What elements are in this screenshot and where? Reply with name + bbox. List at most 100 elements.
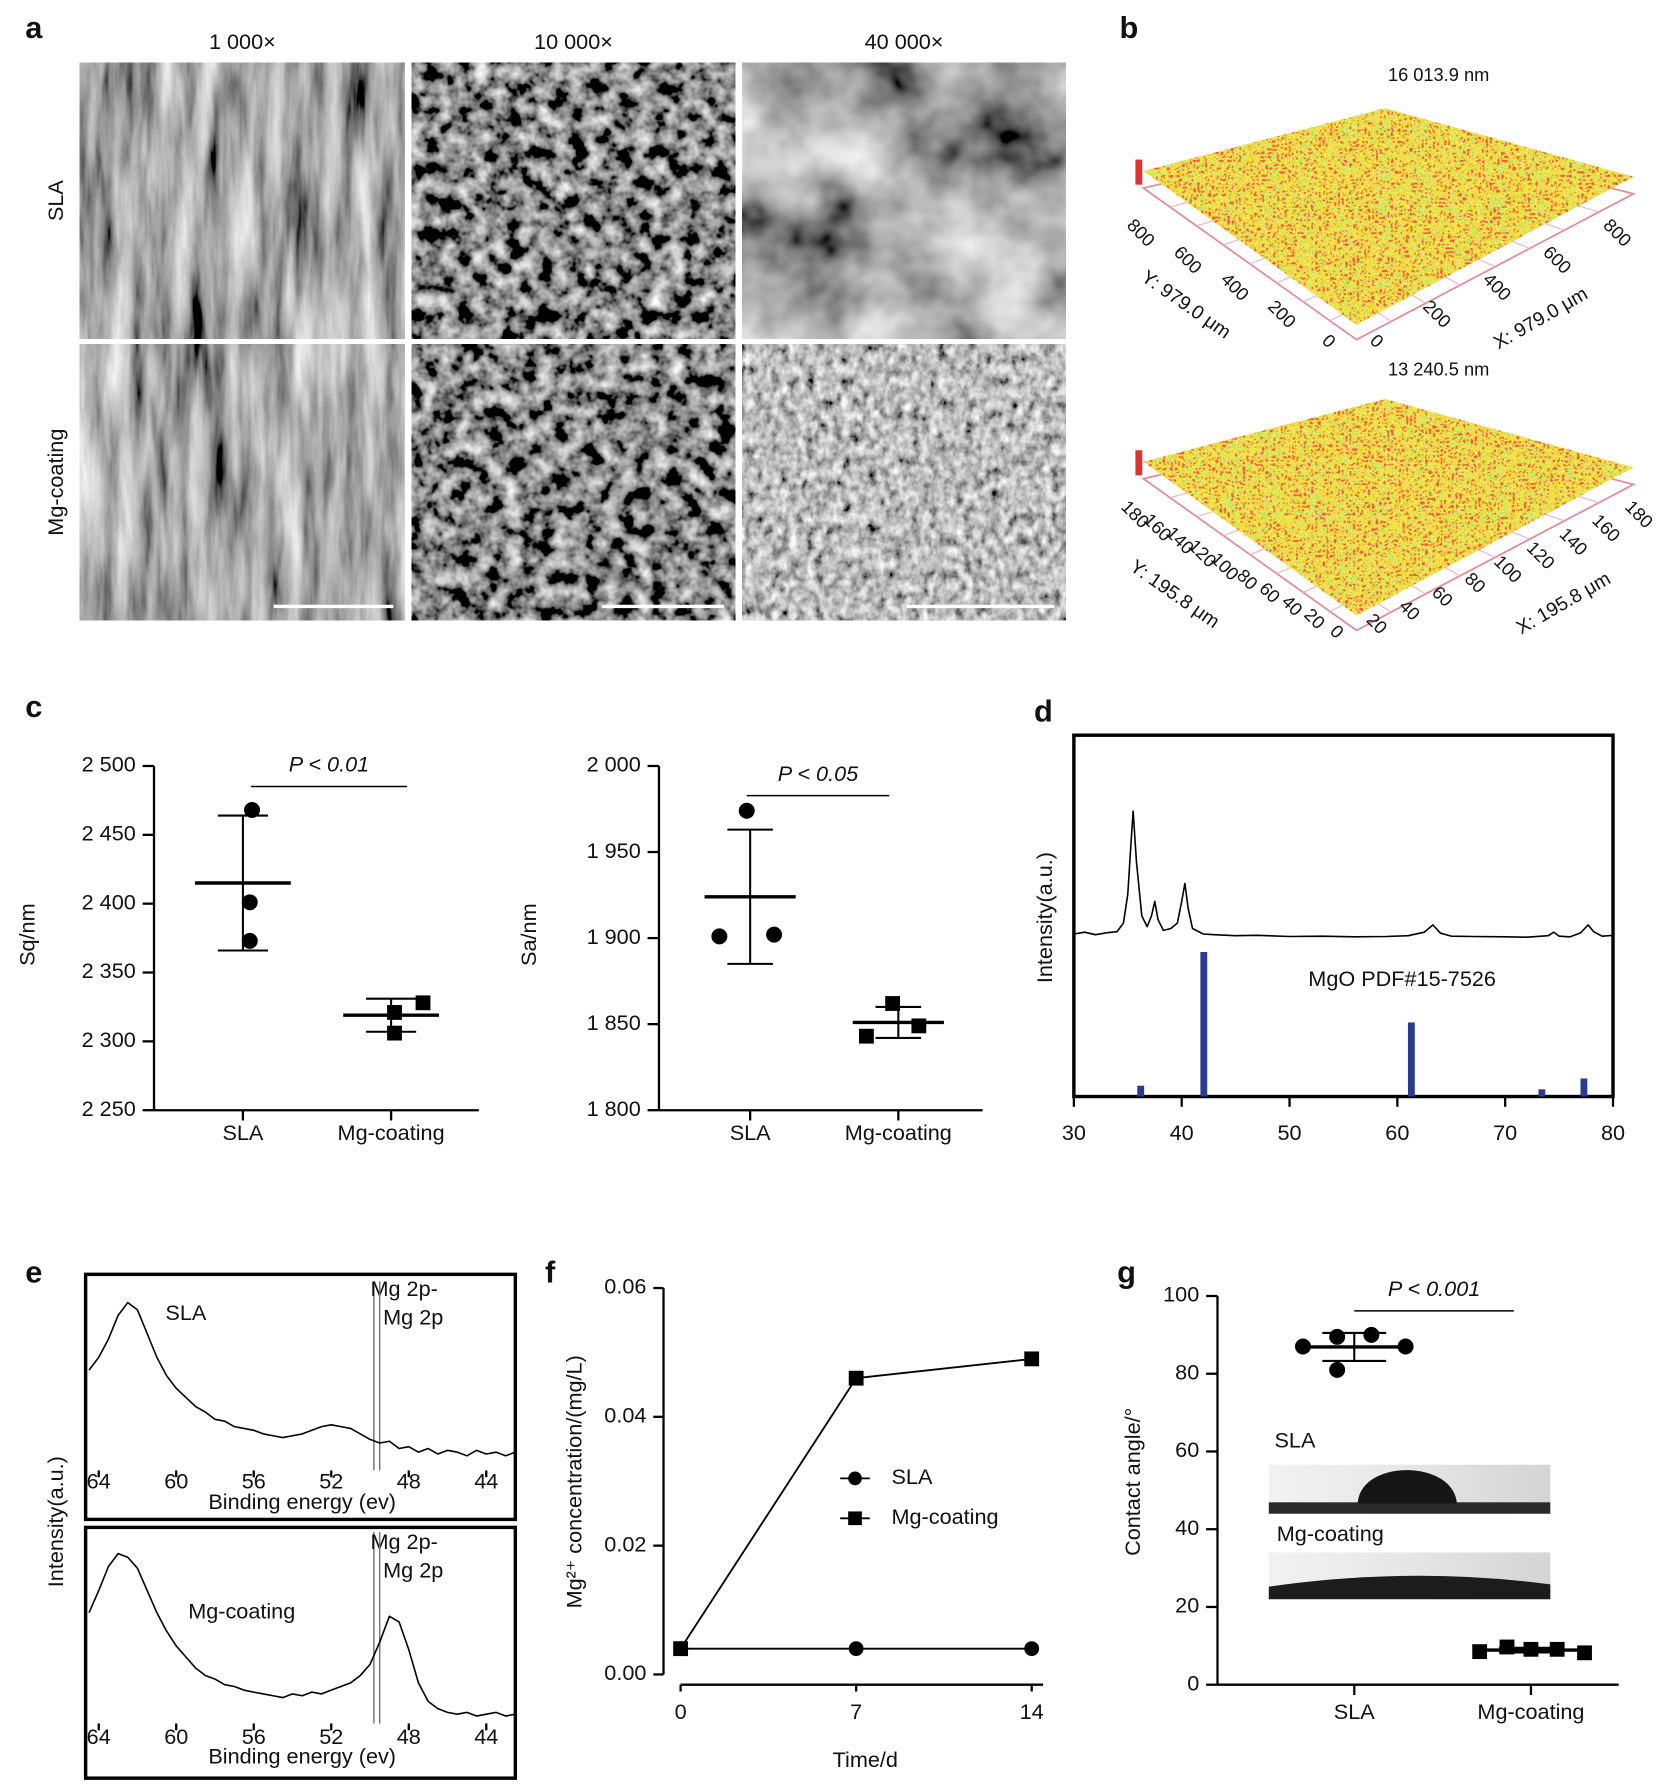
x-tick-label: 44	[474, 1724, 498, 1749]
spectrum-label: SLA	[165, 1300, 206, 1325]
y-tick-label: 0.04	[604, 1403, 646, 1428]
reference-bar	[1137, 1085, 1145, 1097]
error-bar	[875, 1005, 922, 1039]
reference-label: Mg 2p	[383, 1558, 443, 1583]
point	[848, 1370, 864, 1386]
y-tick-label: 2 450	[82, 821, 136, 846]
y-axis-title: Intensity(a.u.)	[43, 1456, 68, 1587]
plot-frame	[83, 1272, 518, 1522]
reference-label: Mg 2p	[383, 1305, 443, 1330]
point	[1329, 1361, 1346, 1378]
x-tick-label: Mg-coating	[338, 1120, 445, 1145]
point	[387, 1025, 402, 1041]
point	[241, 894, 258, 911]
surface-tick-label: 400	[1217, 268, 1253, 304]
spectrum-label: Mg-coating	[188, 1599, 295, 1624]
series-line	[88, 1301, 516, 1457]
point	[673, 1641, 689, 1657]
x-tick-label: 56	[242, 1469, 266, 1494]
y-axis-title: Mg²⁺ concentration/(mg/L)	[561, 1355, 586, 1608]
error-bar	[366, 997, 417, 1033]
x-tick-label: 0	[675, 1699, 687, 1724]
x-tick-label: 44	[474, 1469, 498, 1494]
y-tick-label: 2 350	[82, 958, 136, 983]
surface-tick-label: 600	[1539, 241, 1575, 277]
surface-tick-label: 800	[1123, 214, 1159, 250]
x-tick-label: 64	[87, 1724, 111, 1749]
annotation: P < 0.01	[289, 752, 369, 777]
surface-axis-title: X: 195.8 μm	[1513, 568, 1615, 639]
legend-label: SLA	[891, 1464, 932, 1489]
y-tick-label: 100	[1163, 1282, 1199, 1307]
surface-tick-label: 0	[1326, 620, 1348, 642]
series-line	[88, 1552, 516, 1717]
x-tick-label: 52	[319, 1469, 343, 1494]
y-tick-label: 2 000	[587, 752, 641, 777]
x-tick-label: 30	[1062, 1120, 1086, 1145]
surface-tick-label: 200	[1264, 296, 1300, 332]
point	[711, 928, 728, 945]
inset-label: Mg-coating	[1277, 1521, 1384, 1546]
panel-label: e	[25, 1254, 42, 1289]
error-bar	[727, 828, 773, 965]
annotation: P < 0.05	[778, 761, 859, 786]
surface-axis-title: Y: 979.0 μm	[1137, 266, 1235, 344]
reference-name: MgO PDF#15-7526	[1308, 966, 1496, 991]
sem-image	[742, 62, 1066, 339]
panel-label: b	[1119, 10, 1138, 45]
y-tick-label: 2 250	[82, 1096, 136, 1121]
plot-frame	[1072, 733, 1615, 1099]
point	[766, 926, 783, 943]
surface-tick-label: 160	[1588, 510, 1624, 546]
point	[848, 1641, 864, 1657]
point	[241, 932, 258, 949]
point	[911, 1018, 927, 1034]
x-tick-label: 7	[850, 1699, 862, 1724]
x-axis-title: Time/d	[833, 1747, 898, 1772]
panel-label: f	[545, 1254, 556, 1289]
reference-bar	[1538, 1089, 1546, 1097]
surface-3d	[1143, 108, 1634, 325]
error-bar	[1499, 1646, 1563, 1654]
surface-tick-label: 180	[1621, 496, 1657, 532]
error-bar	[1322, 1331, 1387, 1362]
point	[244, 802, 261, 819]
point	[387, 1005, 402, 1020]
magnification-label: 40 000×	[865, 29, 944, 54]
sem-image	[742, 344, 1066, 621]
x-tick-label: 80	[1601, 1120, 1625, 1145]
reference-bar	[1580, 1078, 1588, 1097]
x-tick-label: SLA	[1334, 1699, 1375, 1724]
y-tick-label: 0.06	[604, 1274, 646, 1299]
y-tick-label: 1 800	[587, 1096, 641, 1121]
x-tick-label: 48	[397, 1724, 421, 1749]
reference-bar	[1200, 952, 1208, 1097]
surface-tick-label: 120	[1523, 537, 1559, 573]
x-tick-label: 60	[1385, 1120, 1409, 1145]
legend-marker	[848, 1511, 862, 1526]
y-tick-label: 40	[1175, 1515, 1199, 1540]
x-tick-label: SLA	[730, 1120, 771, 1145]
panel-label: d	[1034, 694, 1053, 729]
point	[738, 802, 755, 819]
point	[1363, 1326, 1380, 1343]
inset-surface	[1268, 1502, 1551, 1514]
point	[1577, 1645, 1592, 1661]
y-tick-label: 2 500	[82, 752, 136, 777]
panel-label: a	[25, 10, 43, 45]
reference-label: Mg 2p-	[370, 1276, 437, 1301]
water-drop	[1357, 1470, 1457, 1504]
annotation: P < 0.001	[1388, 1276, 1480, 1301]
reference-label: Mg 2p-	[370, 1529, 437, 1554]
surface-height: 13 240.5 nm	[1388, 358, 1489, 379]
y-tick-label: 20	[1175, 1593, 1199, 1618]
row-label: Mg-coating	[43, 429, 68, 536]
panel-label: c	[25, 689, 42, 724]
series-line	[1073, 810, 1614, 938]
surface-3d	[1143, 398, 1634, 616]
x-tick-label: Mg-coating	[1477, 1699, 1584, 1724]
y-axis-title: Sa/nm	[516, 903, 541, 966]
x-tick-label: SLA	[222, 1120, 263, 1145]
sem-image	[411, 344, 736, 621]
